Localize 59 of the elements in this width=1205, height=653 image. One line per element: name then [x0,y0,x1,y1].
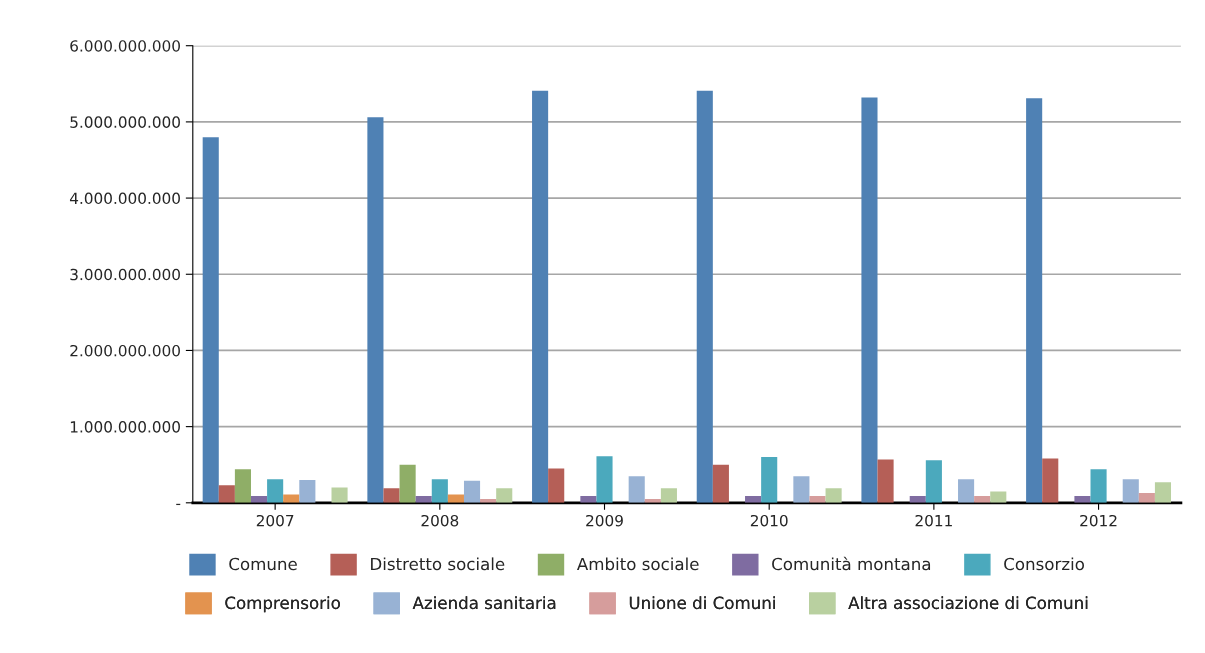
legend-label: Azienda sanitaria [412,596,556,610]
bar [218,485,235,503]
bar [761,457,778,503]
legend-label: Distretto sociale [371,557,505,571]
bar [431,479,448,503]
bar [793,476,810,503]
bar [628,476,645,503]
x-tick-label: 2010 [750,514,788,527]
bar [861,97,878,503]
bar [234,469,251,503]
legend-label: Comprensorio [225,596,340,613]
y-tick-label: 3.000.000.000 [70,268,180,281]
x-tick-label: 2009 [586,514,623,527]
legend-label: Comunità montana [772,556,931,571]
bar [712,464,729,503]
bar [809,495,826,503]
bar [1026,98,1043,503]
y-tick-label: - [176,503,181,506]
bar [1154,482,1172,503]
bar [696,90,713,503]
bar [1042,458,1059,503]
bar [1138,492,1155,503]
bar [383,488,400,503]
legend-label: Comune [229,557,297,571]
bar [877,459,894,503]
bar [399,464,416,503]
bar [331,487,348,503]
bar [202,137,219,503]
x-tick-label: 2007 [256,514,294,527]
bar [299,479,316,503]
bar [990,491,1007,503]
legend-label: Ambito sociale [576,557,699,571]
legend-label: Unione di Comuni [629,596,775,610]
y-tick-label: 1.000.000.000 [70,421,180,433]
legend-label: Consorzio [1004,557,1084,571]
bar [1122,479,1139,503]
bar [1090,469,1107,503]
bar [925,460,942,503]
bar [283,494,300,503]
bar [447,494,464,503]
bar [367,117,384,503]
bar [463,480,481,503]
y-tick-label: 2.000.000.000 [70,344,180,357]
bar [596,456,613,503]
x-tick-label: 2011 [915,514,952,527]
bar [958,479,975,503]
bar [548,468,565,503]
y-tick-label: 5.000.000.000 [70,116,180,128]
bar [496,488,513,503]
bar [825,488,842,503]
y-tick-label: 4.000.000.000 [69,192,180,205]
bar [1074,495,1091,503]
bar [660,488,677,503]
x-tick-label: 2008 [421,514,459,527]
bar [267,479,284,503]
bar [532,90,549,503]
x-tick-label: 2012 [1080,514,1117,527]
legend-label: Altra associazione di Comuni [848,596,1088,610]
y-tick-label: 6.000.000.000 [70,40,180,52]
